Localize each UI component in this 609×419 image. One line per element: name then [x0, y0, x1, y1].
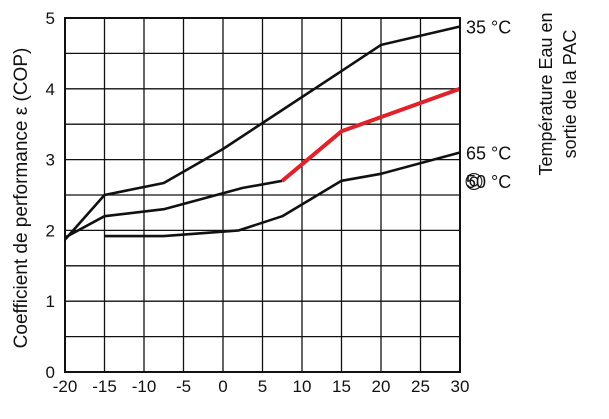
x-tick-label: 10	[293, 377, 312, 396]
y-tick-label: 2	[46, 221, 55, 240]
series-line-50c-highlight	[281, 86, 461, 183]
x-tick-label: -10	[132, 377, 157, 396]
y-tick-label: 5	[46, 9, 55, 28]
x-tick-label: -5	[176, 377, 191, 396]
y-tick-label: 0	[46, 363, 55, 382]
y-tick-label: 3	[46, 151, 55, 170]
series-line-50c	[64, 179, 283, 239]
legend-title-line-2: sortie de la PAC	[560, 30, 580, 159]
series-layer	[64, 25, 461, 241]
x-tick-label: 15	[332, 377, 351, 396]
x-tick-label: 5	[258, 377, 267, 396]
y-tick-label: 1	[46, 292, 55, 311]
x-tick-label: -15	[92, 377, 117, 396]
x-tick-label: 25	[411, 377, 430, 396]
plot-border	[64, 17, 461, 373]
tick-labels: -20 -15 -10 -5 0 5 10 15 20 25 30 0 1 2 3 4 5 35 °C 50 °C 6…	[46, 9, 512, 396]
y-tick-label: 4	[46, 80, 55, 99]
series-line-35c	[64, 25, 461, 241]
series-label: 50 °C	[466, 172, 511, 192]
plot-frame	[64, 17, 461, 373]
series-line-65c	[104, 151, 461, 238]
x-tick-label: 0	[218, 377, 227, 396]
series-label: 65 °C	[466, 144, 511, 164]
grid	[64, 17, 461, 373]
x-tick-label: -20	[53, 377, 78, 396]
y-axis-label: Coefficient de performance ε (COP)	[11, 48, 32, 349]
legend-title-line-1: Température Eau en	[536, 12, 556, 175]
series-label: 35 °C	[466, 17, 511, 37]
copyright-symbol: ©	[465, 169, 483, 196]
x-tick-label: 20	[372, 377, 391, 396]
x-tick-label: 30	[451, 377, 470, 396]
